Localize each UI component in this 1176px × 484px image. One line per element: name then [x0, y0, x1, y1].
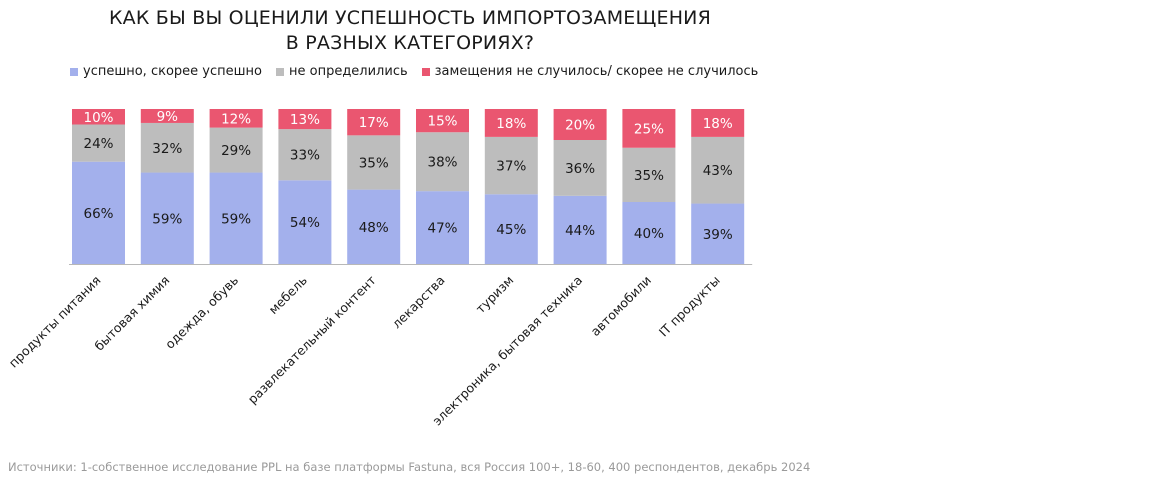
bar-segment-undecided — [553, 140, 607, 196]
data-label-undecided: 36% — [565, 161, 595, 177]
data-label-not-replaced: 18% — [496, 116, 526, 132]
data-label-success: 48% — [359, 220, 389, 236]
bar-segment-success — [484, 194, 538, 264]
legend-item-success: успешно, скорее успешно — [70, 64, 262, 79]
bar-segment-success — [278, 180, 332, 264]
data-label-success: 59% — [221, 211, 251, 227]
legend-item-not-replaced: замещения не случилось/ скорее не случил… — [421, 64, 759, 79]
legend-label-undecided: не определились — [288, 64, 408, 79]
category-label: бытовая химия — [91, 273, 172, 354]
bar-segment-success — [347, 189, 401, 264]
data-label-not-replaced: 17% — [359, 115, 389, 131]
bar-segment-success — [72, 161, 125, 264]
data-label-not-replaced: 25% — [634, 121, 664, 137]
legend-label-not-replaced: замещения не случилось/ скорее не случил… — [434, 64, 759, 79]
bar-segment-not-replaced — [691, 109, 745, 137]
data-label-undecided: 38% — [427, 155, 457, 171]
category-label: лекарства — [389, 273, 448, 332]
bar-segment-success — [209, 172, 263, 264]
category-label: электроника, бытовая техника — [429, 273, 585, 429]
bar-segment-not-replaced — [484, 109, 538, 137]
bar-segment-undecided — [691, 136, 745, 204]
chart-title-line-1: КАК БЫ ВЫ ОЦЕНИЛИ УСПЕШНОСТЬ ИМПОРТОЗАМЕ… — [108, 7, 712, 29]
bar-segment-not-replaced — [553, 109, 607, 140]
bar-segment-not-replaced — [347, 109, 401, 136]
chart-title-line-2: В РАЗНЫХ КАТЕГОРИЯХ? — [285, 32, 535, 54]
data-label-success: 59% — [152, 211, 182, 227]
data-label-success: 45% — [496, 222, 526, 238]
data-label-not-replaced: 13% — [290, 112, 320, 128]
data-label-not-replaced: 10% — [83, 110, 113, 126]
data-label-not-replaced: 20% — [565, 118, 595, 134]
data-label-not-replaced: 15% — [427, 114, 457, 130]
chart-title: КАК БЫ ВЫ ОЦЕНИЛИ УСПЕШНОСТЬ ИМПОРТОЗАМЕ… — [70, 6, 750, 56]
bar-segment-undecided — [209, 127, 263, 173]
bar-segment-success — [553, 195, 607, 264]
category-label: автомобили — [588, 273, 654, 339]
bar-segment-not-replaced — [622, 109, 676, 148]
category-label: развлекательный контент — [245, 273, 379, 407]
data-label-undecided: 35% — [359, 155, 389, 171]
bar-segment-success — [691, 203, 745, 264]
data-label-not-replaced: 18% — [703, 116, 733, 132]
bar-segment-not-replaced — [416, 109, 469, 133]
data-label-undecided: 33% — [290, 148, 320, 164]
data-label-undecided: 32% — [152, 141, 182, 157]
data-label-undecided: 29% — [221, 143, 251, 159]
legend-label-success: успешно, скорее успешно — [83, 64, 262, 79]
data-label-success: 66% — [83, 206, 113, 222]
category-label: продукты питания — [6, 273, 104, 371]
bar-segment-undecided — [278, 129, 332, 181]
legend-swatch-undecided — [275, 67, 284, 76]
bar-segment-undecided — [347, 135, 401, 190]
chart-legend: успешно, скорее успешно не определились … — [70, 64, 772, 79]
data-label-not-replaced: 9% — [157, 109, 179, 125]
bar-segment-undecided — [622, 147, 676, 202]
category-label: туризм — [473, 273, 517, 317]
bar-segment-not-replaced — [209, 109, 263, 128]
legend-swatch-not-replaced — [421, 67, 430, 76]
bar-segment-not-replaced — [278, 109, 332, 130]
data-label-undecided: 43% — [703, 163, 733, 179]
category-label: IT продукты — [656, 273, 723, 340]
data-label-success: 47% — [427, 221, 457, 237]
data-label-success: 39% — [703, 227, 733, 243]
category-label: одежда, обувь — [162, 273, 241, 352]
bar-segment-not-replaced — [140, 109, 194, 123]
bar-segment-undecided — [484, 136, 538, 195]
legend-swatch-success — [70, 67, 78, 76]
source-note: Источники: 1-собственное исследование PP… — [8, 460, 811, 474]
bar-segment-success — [622, 202, 676, 264]
data-label-success: 54% — [290, 215, 320, 231]
bar-segment-success — [416, 191, 469, 264]
data-label-undecided: 37% — [496, 159, 526, 175]
bar-segment-undecided — [416, 132, 469, 192]
data-label-success: 44% — [565, 223, 595, 239]
bar-segment-undecided — [72, 124, 125, 162]
category-label: мебель — [266, 273, 310, 317]
legend-item-undecided: не определились — [275, 64, 408, 79]
data-label-undecided: 35% — [634, 168, 664, 184]
bar-segment-success — [140, 172, 194, 264]
data-label-undecided: 24% — [83, 136, 113, 152]
data-label-not-replaced: 12% — [221, 111, 251, 127]
bar-segment-not-replaced — [72, 109, 125, 125]
data-label-success: 40% — [634, 226, 664, 242]
bar-segment-undecided — [140, 122, 194, 173]
